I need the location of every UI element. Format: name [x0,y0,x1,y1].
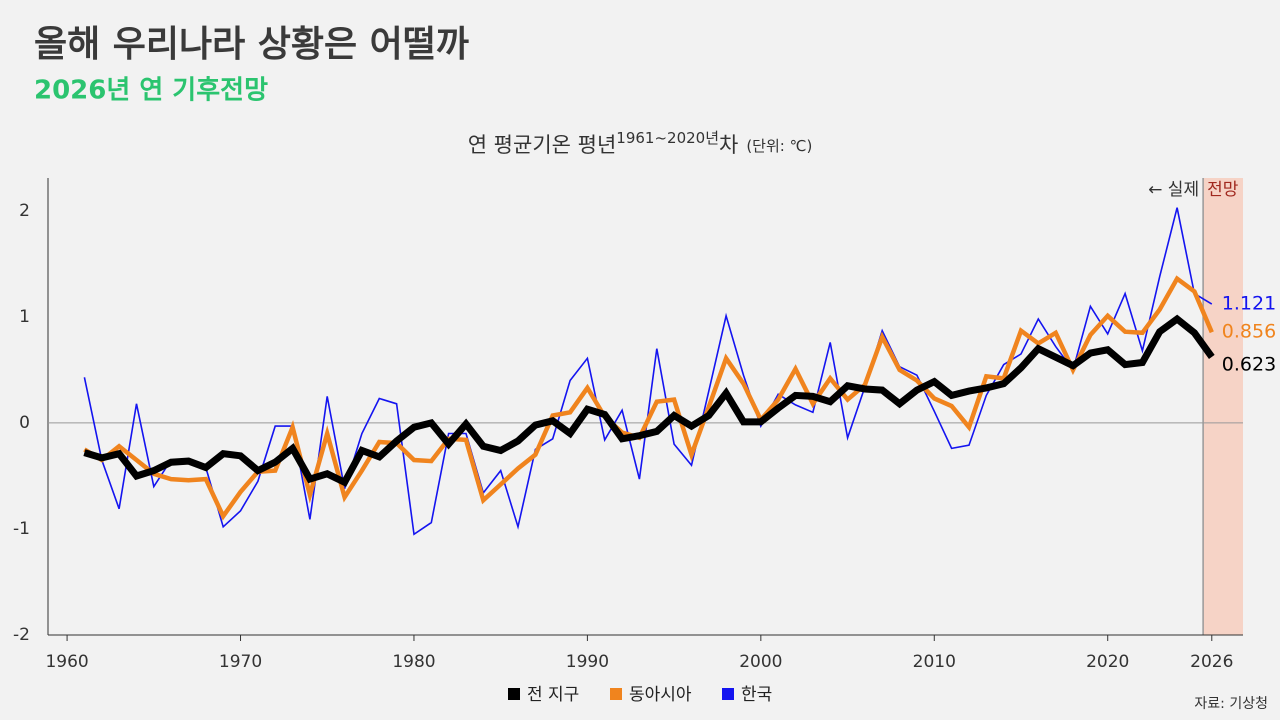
legend-swatch [610,688,622,700]
legend-label: 동아시아 [629,685,692,705]
legend: 전 지구 동아시아 한국 [508,685,772,705]
y-tick-label: -1 [13,519,30,539]
x-tick-label: 2026 [1190,652,1233,672]
page-subtitle: 2026년 연 기후전망 [34,76,268,106]
x-tick-label: 2010 [913,652,956,672]
y-tick-label: -2 [13,625,30,645]
y-tick-label: 0 [19,413,30,433]
chart-title-sup: 1961~2020년 [616,129,719,147]
forecast-region [1203,178,1243,635]
chart-title-main: 연 평균기온 평년 [468,133,617,157]
legend-swatch [508,688,520,700]
series-line [83,314,1215,487]
annotation-actual: ← 실제 [1148,180,1199,200]
end-value-label: 1.121 [1222,293,1276,315]
chart-title-suffix: 차 [719,133,738,157]
y-tick-label: 1 [19,307,30,327]
end-value-label: 0.623 [1222,353,1276,375]
legend-swatch [722,688,734,700]
legend-label: 한국 [741,685,772,705]
chart-title: 연 평균기온 평년1961~2020년차 (단위: ℃) [468,129,813,158]
x-tick-label: 1970 [219,652,262,672]
page-title: 올해 우리나라 상황은 어떨까 [34,24,469,65]
series-line [83,207,1213,536]
y-tick-label: 2 [19,201,30,221]
x-tick-label: 2020 [1086,652,1129,672]
legend-label: 전 지구 [527,685,579,705]
source: 자료: 기상청 [1194,696,1268,712]
chart-title-unit: (단위: ℃) [746,137,812,155]
x-tick-label: 1980 [392,652,435,672]
annotation-forecast: 전망 [1207,180,1239,200]
series-line [83,275,1214,521]
end-value-label: 0.856 [1222,321,1276,343]
x-tick-label: 2000 [739,652,782,672]
x-tick-label: 1990 [566,652,609,672]
x-tick-label: 1960 [45,652,88,672]
